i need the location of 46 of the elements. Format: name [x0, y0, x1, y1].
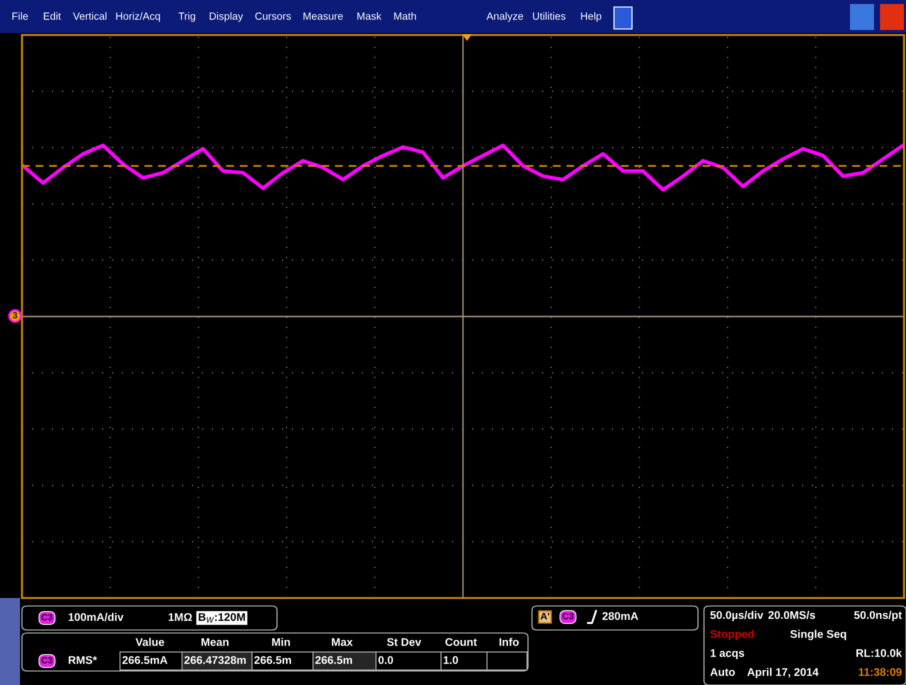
text: Horiz/Acq	[116, 12, 160, 22]
text: Trig	[178, 12, 196, 22]
text: Single Seq	[790, 630, 846, 640]
text: 1.0	[444, 656, 458, 664]
text: C3	[562, 613, 574, 620]
text: Mask	[357, 12, 382, 20]
text: Cursors	[255, 12, 291, 20]
text: 266.47328m	[184, 656, 246, 664]
text: Min	[272, 638, 290, 646]
text: Edit	[44, 12, 61, 20]
text: 50.0ns/pt	[854, 610, 902, 622]
text: C3	[42, 614, 52, 620]
text: Analyze	[486, 12, 524, 22]
text: 0.0	[378, 656, 393, 664]
text: Vertical	[72, 12, 106, 20]
text: Count	[445, 638, 477, 646]
text: 50.0µs/div	[710, 610, 764, 622]
text: Info	[500, 638, 519, 646]
text: April 17, 2014	[747, 668, 819, 678]
text: C3	[42, 657, 52, 664]
text: Stopped	[710, 630, 754, 640]
text: 11:38:09	[858, 668, 902, 676]
text: St Dev	[387, 638, 422, 646]
text: A'	[540, 612, 550, 620]
text: Display	[210, 12, 244, 22]
text: 266.5mA	[122, 656, 168, 664]
text: Help	[581, 12, 602, 22]
text: Mean	[202, 638, 229, 646]
text: B$_{W}$:120M	[198, 613, 245, 623]
text: 20.0MS/s	[768, 610, 816, 620]
text: Auto	[710, 668, 735, 676]
text: Math	[394, 12, 416, 20]
text: 3	[12, 312, 18, 318]
text: RL:10.0k	[856, 648, 902, 657]
text: Value	[136, 638, 164, 646]
text: 280mA	[602, 612, 638, 620]
text: 100mA/div	[68, 612, 124, 622]
text: 266.5m	[254, 656, 291, 664]
text: Measure	[304, 12, 343, 20]
text: RMS*	[68, 656, 98, 664]
text: 1MΩ	[168, 613, 192, 621]
text: Max	[332, 638, 353, 646]
text: Utilities	[533, 12, 566, 20]
text: 266.5m	[315, 656, 352, 664]
text: File	[12, 12, 28, 20]
text: 1 acqs	[710, 649, 744, 660]
